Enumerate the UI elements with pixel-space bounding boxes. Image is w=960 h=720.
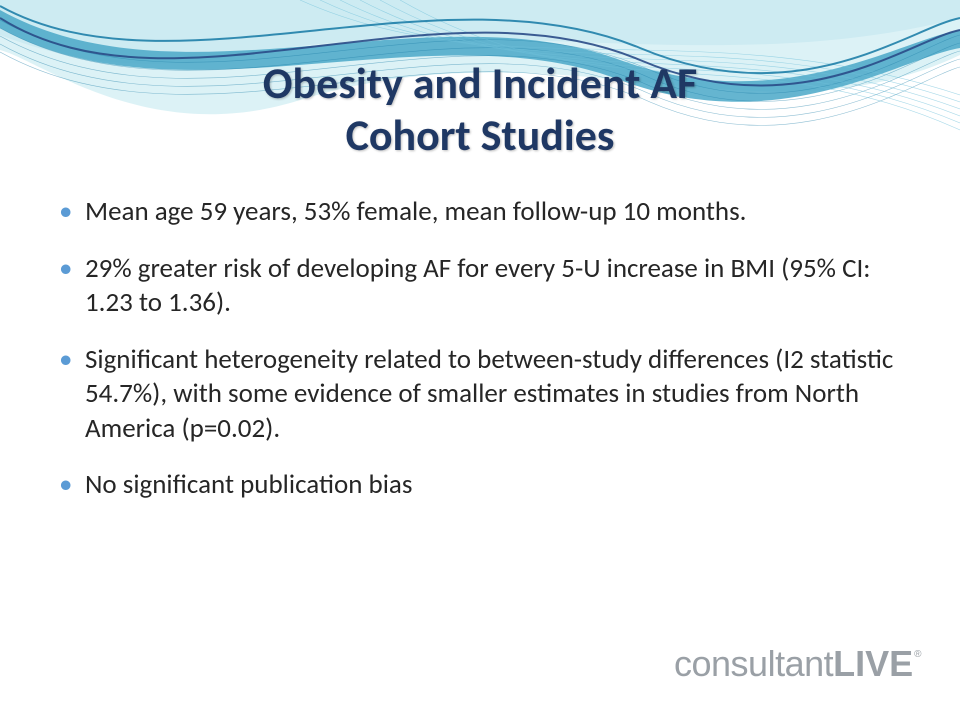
logo-thin-text: consultant <box>674 643 833 684</box>
slide-title-line2: Cohort Studies <box>346 108 615 162</box>
bullet-text: Mean age 59 years, 53% female, mean foll… <box>85 195 747 228</box>
bullet-item: Mean age 59 years, 53% female, mean foll… <box>55 195 910 230</box>
slide-title: Obesity and Incident AF Cohort Studies <box>0 58 960 162</box>
bullet-item: Significant heterogeneity related to bet… <box>55 343 910 447</box>
brand-logo: consultantLIVE® <box>674 643 920 685</box>
bullet-text: No significant publication bias <box>85 468 412 501</box>
bullet-item: No significant publication bias <box>55 468 910 503</box>
bullet-list: Mean age 59 years, 53% female, mean foll… <box>55 195 910 525</box>
bullet-text: Significant heterogeneity related to bet… <box>85 343 893 445</box>
logo-registered-mark: ® <box>914 649 921 660</box>
logo-bold-text: LIVE <box>833 643 913 684</box>
slide-title-line1: Obesity and Incident AF <box>263 56 697 110</box>
bullet-text: 29% greater risk of developing AF for ev… <box>85 252 871 320</box>
presentation-slide: Obesity and Incident AF Cohort Studies M… <box>0 0 960 720</box>
bullet-item: 29% greater risk of developing AF for ev… <box>55 252 910 321</box>
